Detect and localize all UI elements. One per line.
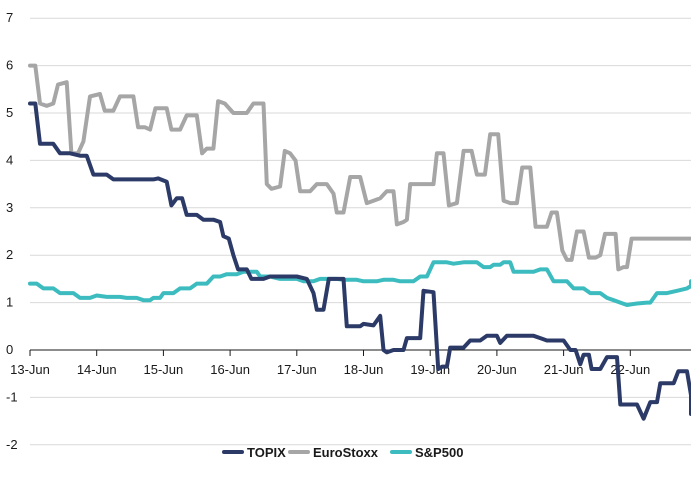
y-tick-label: 5	[6, 105, 13, 120]
y-tick-label: 2	[6, 247, 13, 262]
x-tick-label: 13-Jun	[10, 362, 50, 377]
x-tick-label: 22-Jun	[610, 362, 650, 377]
y-tick-label: 4	[6, 152, 13, 167]
y-tick-label: 6	[6, 58, 13, 73]
legend-label-topix: TOPIX	[247, 445, 286, 460]
legend-label-eurostoxx: EuroStoxx	[313, 445, 379, 460]
y-tick-label: 7	[6, 10, 13, 25]
x-tick-label: 14-Jun	[77, 362, 117, 377]
series-line-topix	[28, 101, 691, 421]
x-tick-label: 17-Jun	[277, 362, 317, 377]
series-lines	[28, 63, 691, 421]
x-tick-label: 20-Jun	[477, 362, 517, 377]
x-tick-label: 21-Jun	[544, 362, 584, 377]
x-tick-label: 18-Jun	[344, 362, 384, 377]
x-axis: 13-Jun 14-Jun 15-Jun 16-Jun 17-Jun 18-Jun 19-J…	[10, 349, 691, 377]
series-line-eurostoxx	[28, 63, 691, 272]
y-tick-label: 3	[6, 200, 13, 215]
y-axis-ticks: -2 -1 0 1 2 3 4 5 6 7	[6, 10, 18, 452]
y-tick-label: -2	[6, 437, 18, 452]
x-tick-label: 16-Jun	[210, 362, 250, 377]
y-tick-label: -1	[6, 389, 18, 404]
y-tick-label: 1	[6, 295, 13, 310]
legend-label-sp500: S&P500	[415, 445, 463, 460]
series-line-sp500	[28, 260, 691, 307]
x-tick-label: 19-Jun	[410, 362, 450, 377]
legend: TOPIX EuroStoxx S&P500	[222, 445, 463, 460]
x-tick-label: 15-Jun	[144, 362, 184, 377]
y-tick-label: 0	[6, 342, 13, 357]
gridlines	[30, 17, 691, 446]
